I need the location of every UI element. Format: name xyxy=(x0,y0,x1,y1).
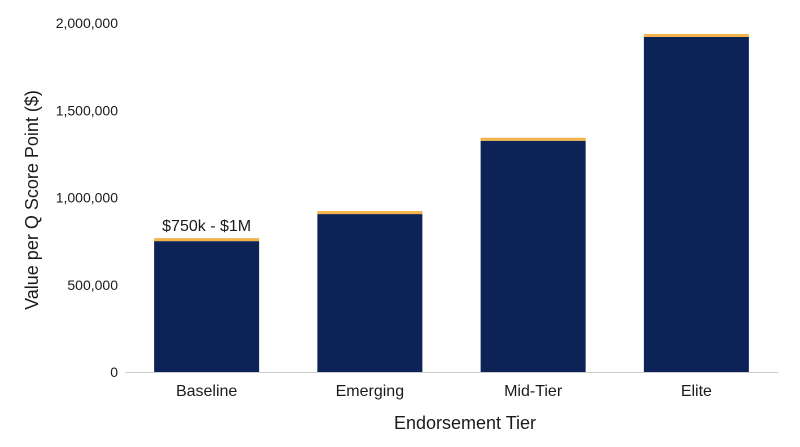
bar-body xyxy=(317,214,423,372)
x-tick-label: Emerging xyxy=(336,383,404,400)
data-label: $750k - $1M xyxy=(162,218,251,235)
annotations: $750k - $1M xyxy=(162,218,251,235)
y-tick-label: 2,000,000 xyxy=(56,15,118,31)
y-axis-title: Value per Q Score Point ($) xyxy=(22,90,42,310)
bar xyxy=(643,33,749,373)
bars xyxy=(154,33,749,373)
bar-body xyxy=(154,241,260,372)
bar-cap xyxy=(317,211,423,215)
x-tick-label: Elite xyxy=(681,383,712,400)
y-axis-ticks: 0 500,000 1,000,000 1,500,000 2,000,000 xyxy=(56,15,119,380)
x-axis-title: Endorsement Tier xyxy=(394,413,536,433)
x-tick-label: Mid-Tier xyxy=(504,383,563,400)
bar-body xyxy=(480,140,586,372)
bar xyxy=(154,238,260,372)
y-tick-label: 1,500,000 xyxy=(56,102,118,118)
bar-cap xyxy=(154,238,260,242)
y-tick-label: 500,000 xyxy=(67,277,118,293)
x-tick-label: Baseline xyxy=(176,383,237,400)
y-tick-label: 0 xyxy=(110,364,118,380)
y-tick-label: 1,000,000 xyxy=(56,190,118,206)
bar-cap xyxy=(643,33,749,37)
bar-cap xyxy=(480,137,586,141)
x-axis-tick-labels: Baseline Emerging Mid-Tier Elite xyxy=(176,383,712,400)
bar-body xyxy=(643,36,749,373)
bar xyxy=(317,211,423,372)
bar xyxy=(480,137,586,372)
